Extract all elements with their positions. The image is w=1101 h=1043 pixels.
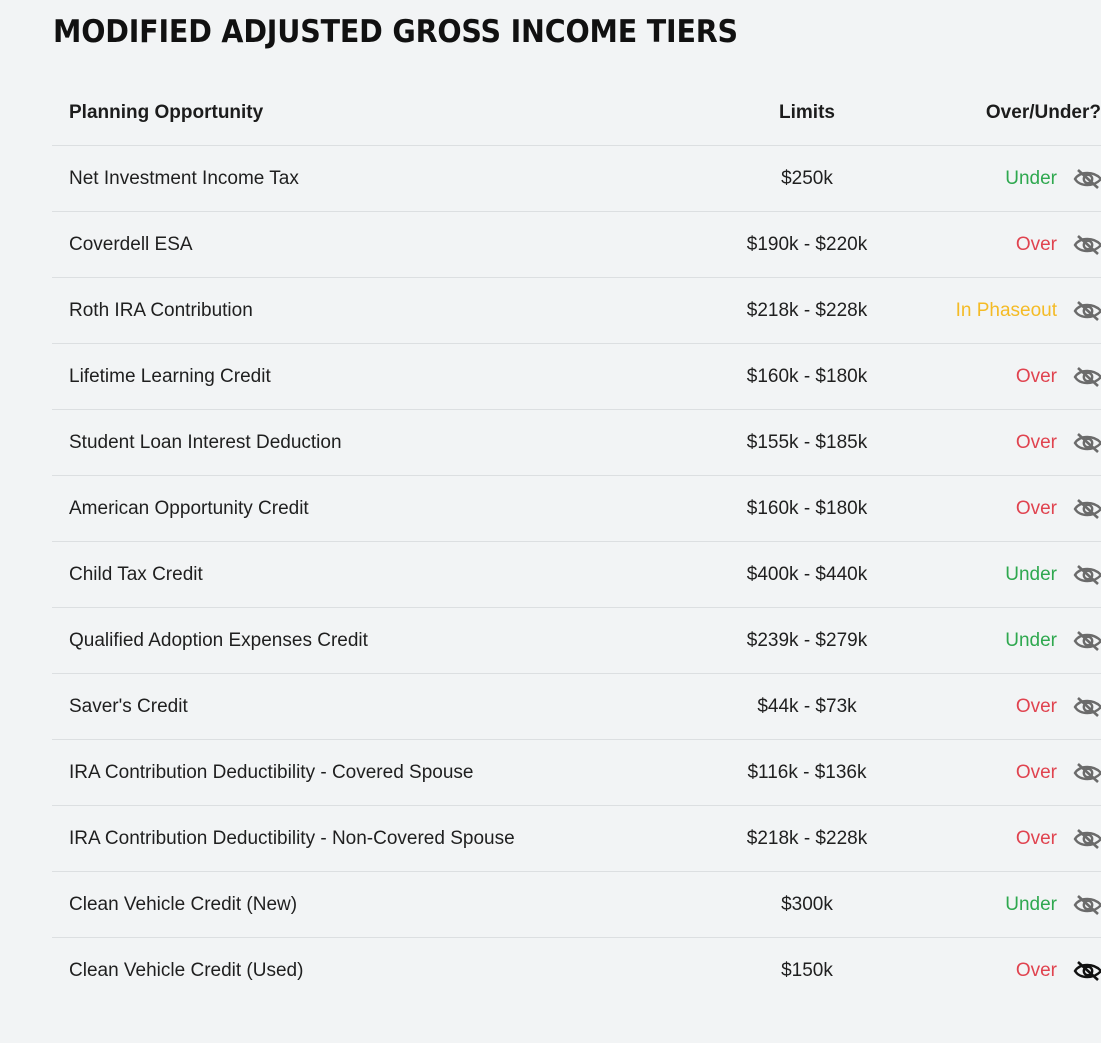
planning-opportunity-cell: Qualified Adoption Expenses Credit (52, 607, 697, 674)
eye-slash-icon[interactable] (1073, 695, 1101, 719)
status-label: Over (1015, 497, 1057, 519)
over-under-cell: Over (917, 805, 1101, 872)
column-header-over-under: Over/Under? (917, 80, 1101, 146)
eye-slash-icon[interactable] (1073, 827, 1101, 851)
limits-cell: $160k - $180k (697, 343, 917, 410)
planning-opportunity-cell: Lifetime Learning Credit (52, 343, 697, 410)
status-wrapper: Under (917, 872, 1101, 937)
status-wrapper: In Phaseout (917, 278, 1101, 343)
planning-opportunity-cell: Coverdell ESA (52, 211, 697, 278)
table-row: Lifetime Learning Credit $160k - $180k Ove… (52, 343, 1101, 410)
over-under-cell: Under (917, 871, 1101, 938)
over-under-cell: Over (917, 409, 1101, 476)
limits-cell: $250k (697, 145, 917, 212)
limits-cell: $400k - $440k (697, 541, 917, 608)
table-row: Qualified Adoption Expenses Credit $239k … (52, 607, 1101, 674)
status-label: Over (1015, 959, 1057, 981)
over-under-cell: Over (917, 343, 1101, 410)
limits-cell: $44k - $73k (697, 673, 917, 740)
over-under-cell: Over (917, 211, 1101, 278)
status-wrapper: Over (917, 938, 1101, 1003)
eye-slash-icon[interactable] (1073, 497, 1101, 521)
status-label: Over (1015, 365, 1057, 387)
limits-cell: $155k - $185k (697, 409, 917, 476)
planning-opportunity-cell: Clean Vehicle Credit (Used) (69, 959, 304, 981)
limits-cell: $218k - $228k (697, 805, 917, 872)
column-header-limits: Limits (697, 80, 917, 146)
table-row: Net Investment Income Tax $250k Under (52, 145, 1101, 212)
over-under-cell: Under (917, 541, 1101, 608)
planning-opportunity-cell: IRA Contribution Deductibility - Covered… (52, 739, 697, 806)
status-label: Under (1005, 563, 1057, 585)
status-label: Over (1015, 827, 1057, 849)
limits-cell: $150k (781, 959, 833, 981)
status-label: In Phaseout (955, 299, 1057, 321)
over-under-cell: Under (917, 607, 1101, 674)
eye-slash-icon[interactable] (1073, 431, 1101, 455)
planning-opportunity-cell: Net Investment Income Tax (52, 145, 697, 212)
status-wrapper: Over (917, 410, 1101, 475)
planning-opportunity-cell: Clean Vehicle Credit (New) (52, 871, 697, 938)
over-under-cell: Over (917, 938, 1101, 1004)
status-wrapper: Over (917, 212, 1101, 277)
status-wrapper: Over (917, 674, 1101, 739)
page-title: MODIFIED ADJUSTED GROSS INCOME TIERS (53, 14, 738, 50)
table-row: Student Loan Interest Deduction $155k - $… (52, 409, 1101, 476)
table-row: American Opportunity Credit $160k - $180k… (52, 475, 1101, 542)
table-header-row: Planning Opportunity Limits Over/Under? (52, 80, 1101, 146)
status-label: Over (1015, 233, 1057, 255)
over-under-cell: Over (917, 739, 1101, 806)
status-wrapper: Over (917, 806, 1101, 871)
eye-slash-icon[interactable] (1073, 299, 1101, 323)
status-wrapper: Under (917, 146, 1101, 211)
status-label: Under (1005, 167, 1057, 189)
eye-slash-icon[interactable] (1073, 761, 1101, 785)
status-wrapper: Under (917, 542, 1101, 607)
table-row: Coverdell ESA $190k - $220k Over (52, 211, 1101, 278)
table-row: Clean Vehicle Credit (Used) $150k Over (52, 938, 1101, 1004)
table-row: IRA Contribution Deductibility - Covered… (52, 739, 1101, 806)
limits-cell: $218k - $228k (697, 277, 917, 344)
column-header-planning-opportunity: Planning Opportunity (52, 80, 697, 146)
table-body: Net Investment Income Tax $250k Under Cover… (52, 145, 1101, 1004)
status-label: Under (1005, 629, 1057, 651)
table-row: Saver's Credit $44k - $73k Over (52, 673, 1101, 740)
table-row: Clean Vehicle Credit (New) $300k Under (52, 871, 1101, 938)
table-row: Child Tax Credit $400k - $440k Under (52, 541, 1101, 608)
limits-cell: $116k - $136k (697, 739, 917, 806)
status-label: Over (1015, 431, 1057, 453)
limits-cell: $160k - $180k (697, 475, 917, 542)
planning-opportunity-cell: Roth IRA Contribution (52, 277, 697, 344)
over-under-cell: Over (917, 673, 1101, 740)
status-wrapper: Under (917, 608, 1101, 673)
eye-slash-icon[interactable] (1073, 893, 1101, 917)
status-wrapper: Over (917, 740, 1101, 805)
eye-slash-icon[interactable] (1073, 233, 1101, 257)
planning-opportunity-cell: Student Loan Interest Deduction (52, 409, 697, 476)
eye-slash-icon[interactable] (1073, 629, 1101, 653)
planning-opportunity-cell: Saver's Credit (52, 673, 697, 740)
table-row: Roth IRA Contribution $218k - $228k In Pha… (52, 277, 1101, 344)
status-wrapper: Over (917, 344, 1101, 409)
eye-slash-icon[interactable] (1073, 365, 1101, 389)
limits-cell: $190k - $220k (697, 211, 917, 278)
over-under-cell: Over (917, 475, 1101, 542)
over-under-cell: Under (917, 145, 1101, 212)
table-header: Planning Opportunity Limits Over/Under? (52, 80, 1101, 146)
over-under-cell: In Phaseout (917, 277, 1101, 344)
magi-tiers-table: Planning Opportunity Limits Over/Under? … (52, 80, 1101, 1003)
eye-slash-icon[interactable] (1073, 563, 1101, 587)
limits-cell: $300k (697, 871, 917, 938)
status-wrapper: Over (917, 476, 1101, 541)
status-label: Over (1015, 761, 1057, 783)
limits-cell: $239k - $279k (697, 607, 917, 674)
table-row: IRA Contribution Deductibility - Non-Cov… (52, 805, 1101, 872)
eye-slash-icon[interactable] (1073, 167, 1101, 191)
status-label: Under (1005, 893, 1057, 915)
planning-opportunity-cell: IRA Contribution Deductibility - Non-Cov… (52, 805, 697, 872)
planning-opportunity-cell: American Opportunity Credit (52, 475, 697, 542)
planning-opportunity-cell: Child Tax Credit (52, 541, 697, 608)
eye-slash-icon[interactable] (1073, 959, 1101, 983)
status-label: Over (1015, 695, 1057, 717)
